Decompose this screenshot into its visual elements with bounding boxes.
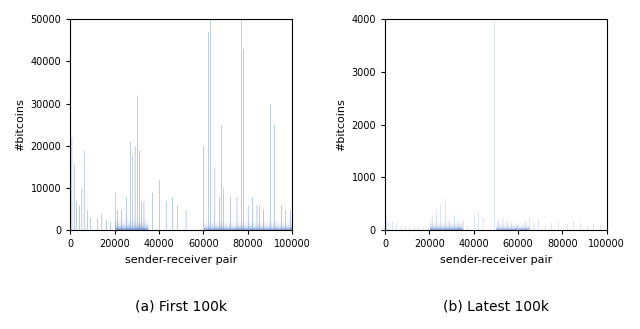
Y-axis label: #bitcoins: #bitcoins bbox=[15, 98, 25, 151]
Title: (b) Latest 100k: (b) Latest 100k bbox=[443, 300, 549, 314]
X-axis label: sender-receiver pair: sender-receiver pair bbox=[440, 255, 552, 265]
X-axis label: sender-receiver pair: sender-receiver pair bbox=[125, 255, 237, 265]
Title: (a) First 100k: (a) First 100k bbox=[135, 300, 227, 314]
Y-axis label: #bitcoins: #bitcoins bbox=[336, 98, 346, 151]
